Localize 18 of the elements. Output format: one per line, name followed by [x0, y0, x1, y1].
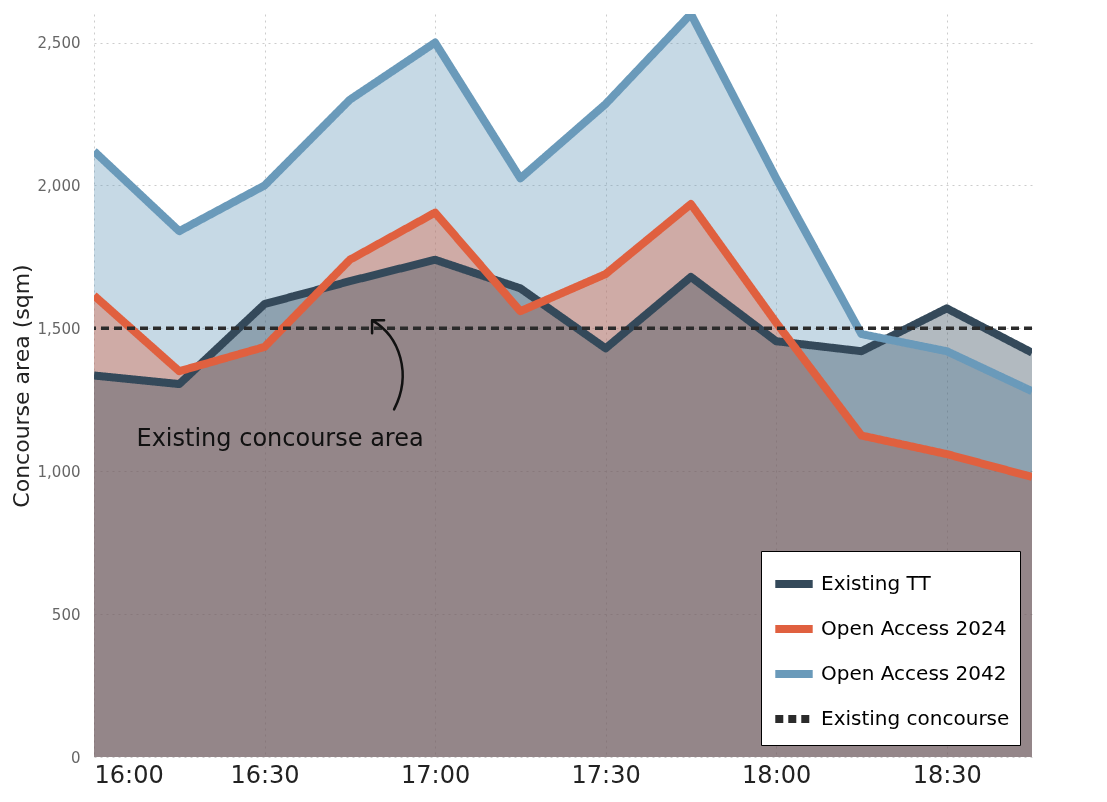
y-tick-label: 0: [70, 748, 81, 767]
y-axis-title: Concourse area (sqm): [8, 264, 34, 508]
x-tick-label: 16:30: [230, 760, 300, 789]
y-tick-label: 500: [51, 605, 81, 624]
legend-label: Open Access 2024: [821, 616, 1007, 640]
x-tick-label: 17:00: [401, 760, 471, 789]
y-tick-label: 2,500: [37, 34, 81, 53]
legend-label: Existing concourse: [821, 706, 1010, 730]
x-tick-label: 17:30: [571, 760, 641, 789]
legend-label: Open Access 2042: [821, 661, 1007, 685]
x-tick-label: 18:00: [742, 760, 812, 789]
x-tick-label: 18:30: [912, 760, 982, 789]
annotation: Existing concourse area: [136, 424, 424, 453]
x-tick-label: 16:00: [94, 760, 164, 789]
legend-label: Existing TT: [821, 571, 932, 595]
y-tick-label: 1,000: [37, 462, 81, 481]
y-tick-label: 2,000: [37, 176, 81, 195]
y-tick-label: 1,500: [37, 319, 81, 338]
